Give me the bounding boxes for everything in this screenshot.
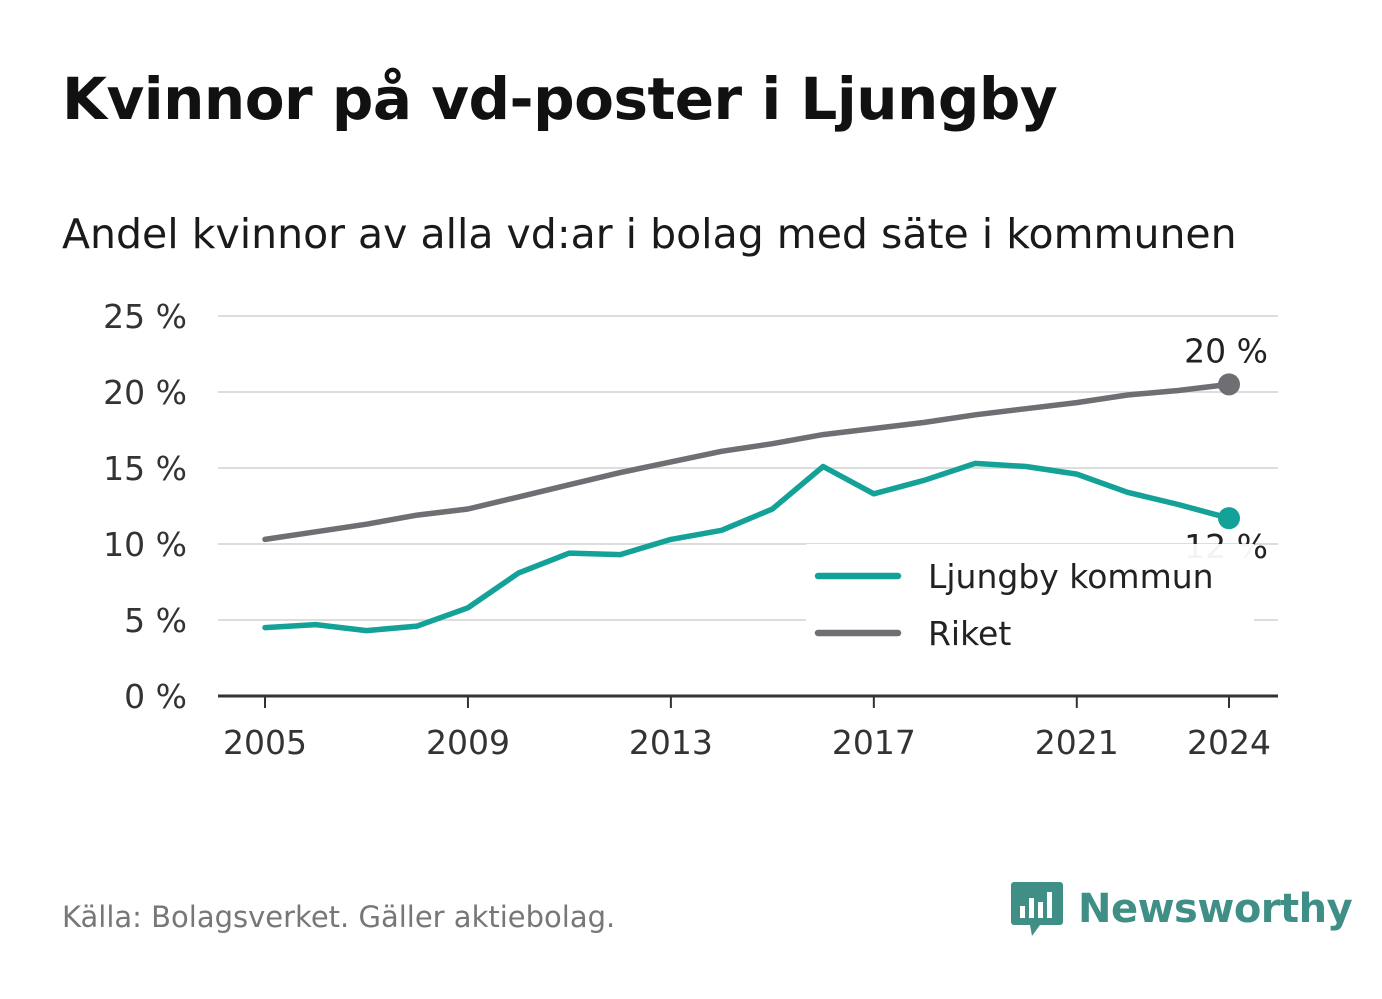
legend-label-ljungby-kommun: Ljungby kommun bbox=[928, 557, 1214, 596]
legend: Ljungby kommun Riket bbox=[806, 544, 1254, 653]
y-tick-label: 25 % bbox=[103, 297, 187, 336]
newsworthy-chart-icon bbox=[1011, 882, 1063, 936]
y-tick-label: 10 % bbox=[103, 525, 187, 564]
series bbox=[262, 373, 1240, 634]
x-tick-label: 2009 bbox=[426, 723, 510, 762]
series-line-ljungby-kommun bbox=[262, 460, 1232, 634]
x-axis: 2005 2009 2013 2017 2021 2024 bbox=[218, 694, 1278, 762]
chart-subtitle: Andel kvinnor av alla vd:ar i bolag med … bbox=[62, 210, 1237, 258]
x-tick-label: 2017 bbox=[832, 723, 916, 762]
x-tick-label: 2024 bbox=[1187, 723, 1271, 762]
x-tick-label: 2021 bbox=[1035, 723, 1119, 762]
y-tick-label: 0 % bbox=[124, 677, 187, 716]
source-note: Källa: Bolagsverket. Gäller aktiebolag. bbox=[62, 900, 616, 934]
y-tick-label: 15 % bbox=[103, 449, 187, 488]
legend-label-riket: Riket bbox=[928, 614, 1011, 653]
y-tick-label: 5 % bbox=[124, 601, 187, 640]
y-tick-label: 20 % bbox=[103, 373, 187, 412]
logo-text: Newsworthy bbox=[1078, 886, 1353, 932]
end-label-riket: 20 % bbox=[1184, 331, 1268, 370]
series-end-point-ljungby-kommun bbox=[1218, 507, 1240, 530]
x-tick-label: 2005 bbox=[223, 723, 307, 762]
series-line-riket bbox=[262, 381, 1232, 543]
chart-title: Kvinnor på vd-poster i Ljungby bbox=[62, 65, 1058, 133]
series-end-point-riket bbox=[1218, 373, 1240, 396]
newsworthy-logo: Newsworthy bbox=[1010, 880, 1353, 938]
x-tick-label: 2013 bbox=[629, 723, 713, 762]
y-axis-labels: 0 % 5 % 10 % 15 % 20 % 25 % bbox=[103, 297, 187, 716]
